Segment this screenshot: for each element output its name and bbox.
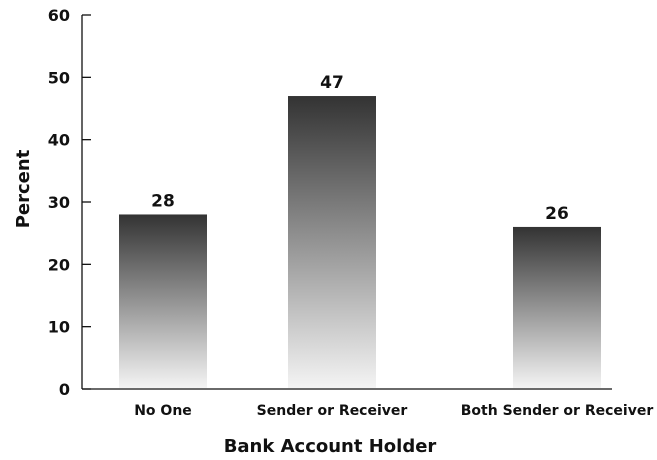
x-tick-label: No One: [134, 403, 192, 419]
data-label: 47: [320, 73, 344, 93]
y-tick-label: 40: [48, 131, 70, 150]
x-tick-label: Both Sender or Receiver: [461, 403, 654, 419]
bars: [119, 96, 601, 389]
bar: [119, 214, 207, 388]
y-tick-label: 30: [48, 193, 70, 212]
x-tick-label: Sender or Receiver: [257, 403, 408, 419]
bar: [288, 96, 376, 389]
category-labels: No One Sender or Receiver Both Sender or R…: [134, 403, 653, 419]
data-label: 28: [151, 191, 175, 211]
y-tick-label: 50: [48, 68, 70, 87]
y-tick-label: 10: [48, 318, 70, 337]
value-labels: 28 47 26: [151, 73, 569, 224]
y-tick-label: 0: [59, 380, 70, 399]
x-axis-title: Bank Account Holder: [224, 436, 437, 457]
y-axis-title: Percent: [13, 149, 34, 228]
y-axis: 0 10 20 30 40 50 60: [48, 6, 91, 399]
y-tick-label: 60: [48, 6, 70, 25]
data-label: 26: [545, 204, 569, 224]
y-tick-label: 20: [48, 255, 70, 274]
bar: [513, 226, 601, 388]
